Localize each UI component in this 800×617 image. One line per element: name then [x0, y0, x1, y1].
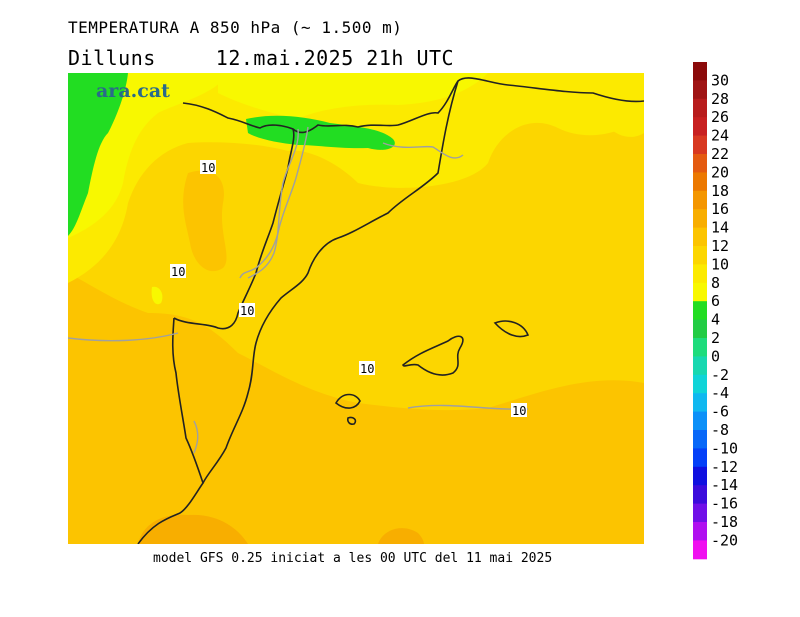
contour-label: 10	[201, 161, 215, 175]
chart-title: TEMPERATURA A 850 hPa (~ 1.500 m)	[68, 18, 403, 37]
legend-label: 2	[711, 329, 720, 347]
coastlines	[137, 77, 644, 544]
contour-label: 10	[240, 304, 254, 318]
legend-label: -16	[711, 495, 738, 513]
legend-swatch	[693, 301, 707, 321]
legend-label: 4	[711, 311, 720, 329]
legend-label: 8	[711, 274, 720, 292]
legend-swatch	[693, 154, 707, 173]
band-14-16-south	[138, 514, 248, 544]
legend-label: -2	[711, 366, 729, 384]
legend-label: -12	[711, 458, 738, 476]
legend-label: -18	[711, 513, 738, 531]
legend-label: 12	[711, 237, 729, 255]
legend-swatch	[693, 98, 707, 118]
band-8-10	[68, 73, 644, 283]
legend-swatch	[693, 540, 707, 560]
legend-swatch	[693, 209, 707, 229]
contour-labels: 10 10 10 10 10	[170, 160, 527, 418]
legend-label: -4	[711, 384, 729, 402]
legend-label: 14	[711, 219, 729, 237]
legend-label: 20	[711, 163, 729, 181]
legend-label: 10	[711, 255, 729, 273]
forecast-time: Dilluns 12.mai.2025 21h UTC	[68, 46, 454, 70]
legend-swatch	[693, 80, 707, 100]
contour-label: 10	[360, 362, 374, 376]
contour-label: 10	[171, 265, 185, 279]
band-12-14-island	[183, 170, 227, 272]
temperature-map: ara.cat 10 10 10 10 10	[68, 73, 644, 544]
legend-label: -8	[711, 421, 729, 439]
band-4-6-pyrenees	[246, 115, 395, 150]
band-4-6	[68, 73, 128, 236]
legend-label: 30	[711, 71, 729, 89]
legend-label: -6	[711, 403, 729, 421]
legend-swatch	[693, 411, 707, 431]
legend-swatch	[693, 172, 707, 192]
legend-label: 0	[711, 347, 720, 365]
legend-swatch	[693, 356, 707, 376]
band-6-8-patch	[151, 286, 163, 305]
band-6-8-north	[218, 73, 488, 119]
legend-swatch	[693, 503, 707, 523]
legend-swatch	[693, 62, 707, 81]
contour-label: 10	[512, 404, 526, 418]
legend-swatch	[693, 190, 707, 210]
legend-swatch	[693, 393, 707, 413]
band-14-16-south2	[378, 528, 424, 544]
legend-swatch	[693, 117, 707, 137]
legend-swatch	[693, 485, 707, 505]
color-scale-legend: 302826242220181614121086420-2-4-6-8-10-1…	[693, 62, 738, 560]
legend-label: 24	[711, 127, 729, 145]
legend-swatch	[693, 135, 707, 155]
legend-label: 26	[711, 108, 729, 126]
legend-swatch	[693, 319, 707, 339]
borders	[68, 126, 529, 454]
legend-label: 6	[711, 292, 720, 310]
weekday-label: Dilluns	[68, 46, 156, 70]
legend-label: 22	[711, 145, 729, 163]
band-8-10-east	[588, 73, 644, 137]
legend-swatch	[693, 264, 707, 284]
legend-swatch	[693, 522, 707, 541]
legend-swatch	[693, 466, 707, 486]
legend-label: 28	[711, 90, 729, 108]
model-info: model GFS 0.25 iniciat a les 00 UTC del …	[153, 551, 553, 566]
legend-label: -10	[711, 439, 738, 457]
datetime-label: 12.mai.2025 21h UTC	[215, 46, 455, 70]
legend-swatch	[693, 338, 707, 357]
legend-label: -20	[711, 531, 738, 549]
legend-label: 16	[711, 200, 729, 218]
logo: ara.cat	[96, 80, 170, 102]
legend-label: 18	[711, 182, 729, 200]
legend-swatch	[693, 227, 707, 247]
legend-swatch	[693, 430, 707, 449]
legend-label: -14	[711, 476, 738, 494]
legend-swatch	[693, 246, 707, 265]
legend-swatch	[693, 374, 707, 394]
legend-swatch	[693, 448, 707, 468]
legend-swatch	[693, 282, 707, 302]
